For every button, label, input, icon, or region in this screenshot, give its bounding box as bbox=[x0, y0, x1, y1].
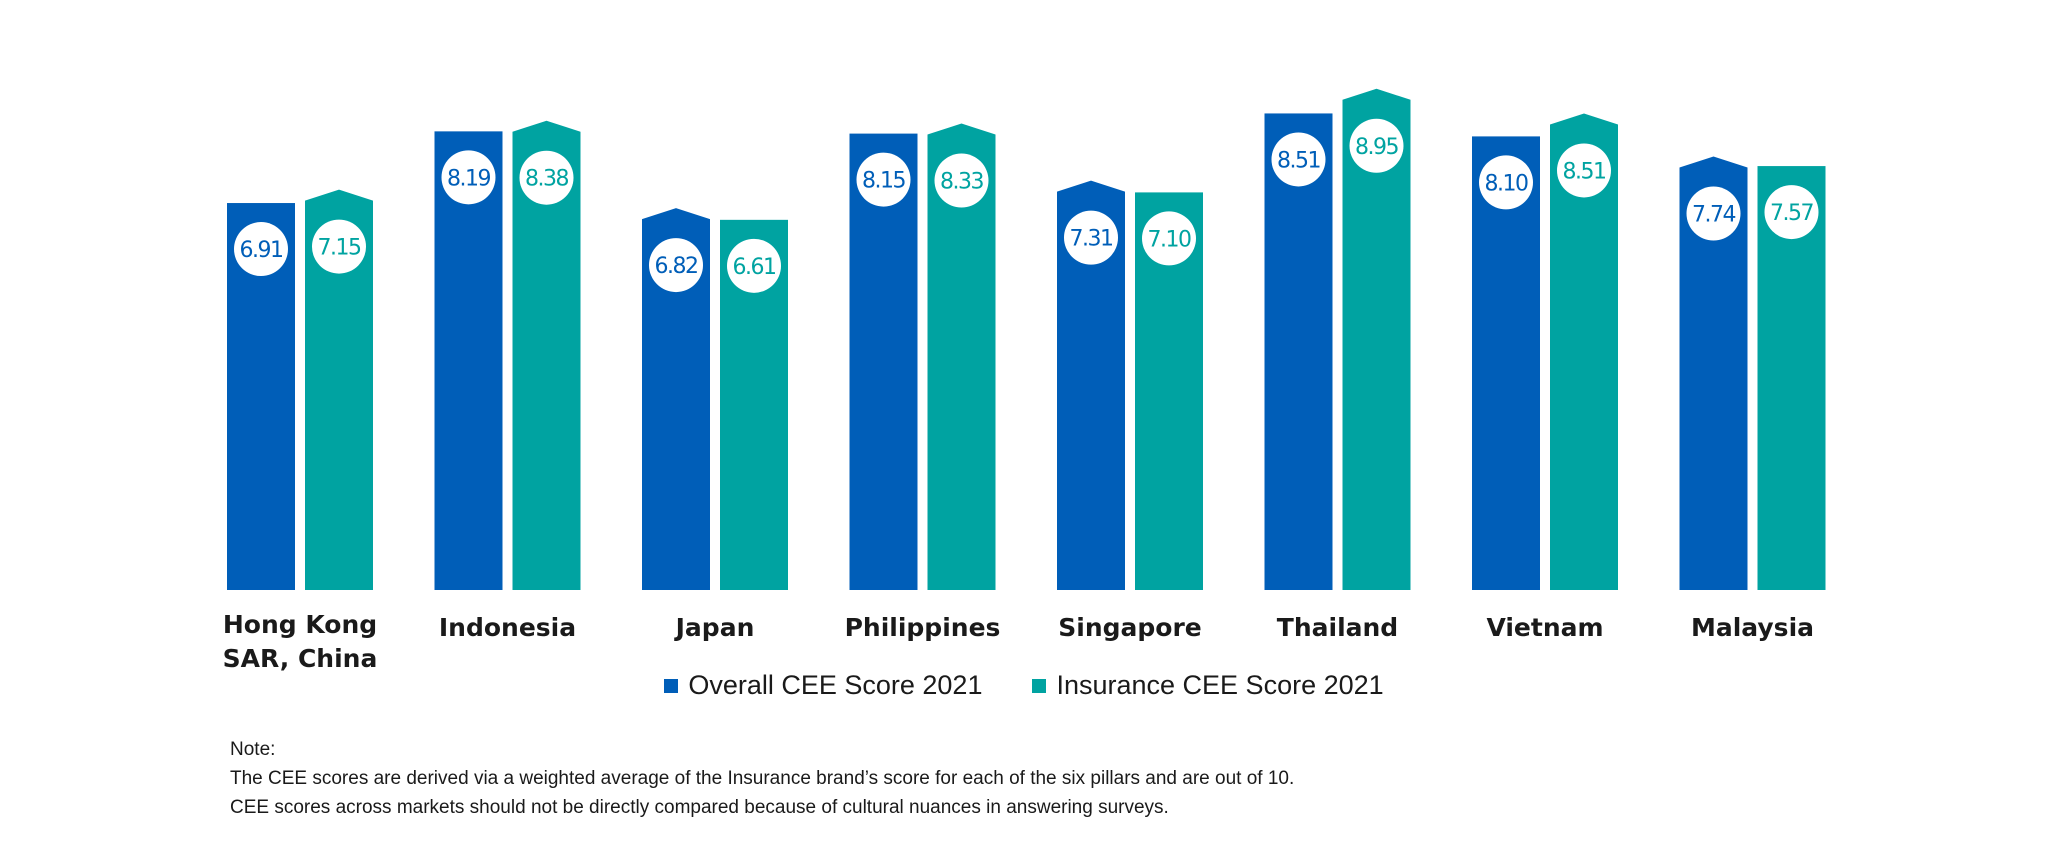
legend-label-insurance: Insurance CEE Score 2021 bbox=[1056, 670, 1384, 700]
note-line-2: CEE scores across markets should not be … bbox=[230, 797, 1169, 818]
value-badge-circle-overall-philippines bbox=[856, 152, 911, 207]
category-label-vietnam: Vietnam bbox=[1486, 613, 1603, 642]
value-badge-overall-singapore: 7.31 bbox=[1064, 210, 1118, 265]
category-label-singapore: Singapore bbox=[1058, 613, 1202, 642]
category-label-thailand: Thailand bbox=[1277, 613, 1398, 642]
value-label-overall-indonesia: 8.19 bbox=[447, 166, 490, 191]
bar-insurance-hong-kong-sar-china bbox=[305, 189, 373, 590]
bar-overall-thailand bbox=[1264, 113, 1333, 590]
value-badge-insurance-philippines: 8.33 bbox=[934, 153, 989, 208]
value-badge-overall-philippines: 8.15 bbox=[856, 152, 911, 207]
category-label-japan: Japan bbox=[674, 613, 755, 642]
value-badge-overall-hong-kong-sar-china: 6.91 bbox=[234, 222, 288, 277]
value-label-insurance-japan: 6.61 bbox=[733, 255, 776, 280]
value-badge-circle-overall-vietnam bbox=[1479, 155, 1533, 210]
bar-insurance-indonesia bbox=[512, 120, 581, 590]
value-label-overall-malaysia: 7.74 bbox=[1692, 203, 1735, 228]
legend: Overall CEE Score 2021 Insurance CEE Sco… bbox=[0, 670, 2048, 701]
value-label-insurance-malaysia: 7.57 bbox=[1770, 201, 1813, 226]
value-badge-circle-insurance-japan bbox=[727, 238, 781, 293]
value-badges-group: 6.91 7.15 8.19 8.38 6.82 6.61 8.15 8.33 7.31 7.10… bbox=[234, 118, 1819, 293]
legend-swatch-overall bbox=[664, 678, 679, 693]
legend-item-insurance: Insurance CEE Score 2021 bbox=[1032, 670, 1384, 701]
category-label-indonesia: Indonesia bbox=[439, 613, 576, 642]
value-badge-circle-insurance-singapore bbox=[1142, 211, 1196, 266]
value-badge-circle-overall-hong-kong-sar-china bbox=[234, 222, 288, 277]
value-badge-insurance-malaysia: 7.57 bbox=[1764, 185, 1819, 240]
value-badge-overall-indonesia: 8.19 bbox=[441, 150, 496, 205]
value-badge-insurance-hong-kong-sar-china: 7.15 bbox=[312, 219, 366, 274]
category-label-hong-kong-sar-china: Hong Kong SAR, China bbox=[223, 610, 378, 673]
bar-overall-malaysia bbox=[1679, 156, 1748, 590]
value-badge-circle-insurance-indonesia bbox=[519, 150, 574, 205]
category-label-malaysia: Malaysia bbox=[1691, 613, 1814, 642]
value-badge-overall-japan: 6.82 bbox=[649, 238, 703, 293]
value-badge-circle-insurance-thailand bbox=[1349, 118, 1404, 173]
value-badge-circle-overall-indonesia bbox=[441, 150, 496, 205]
value-badge-circle-insurance-vietnam bbox=[1557, 143, 1611, 198]
value-badge-circle-insurance-hong-kong-sar-china bbox=[312, 219, 366, 274]
value-label-overall-vietnam: 8.10 bbox=[1485, 171, 1528, 196]
value-badge-circle-insurance-malaysia bbox=[1764, 185, 1819, 240]
value-label-insurance-hong-kong-sar-china: 7.15 bbox=[318, 236, 361, 261]
bar-insurance-thailand bbox=[1342, 88, 1411, 591]
legend-item-overall: Overall CEE Score 2021 bbox=[664, 670, 982, 701]
category-label-philippines: Philippines bbox=[845, 613, 1001, 642]
bar-insurance-vietnam bbox=[1550, 113, 1618, 590]
bar-overall-vietnam bbox=[1472, 136, 1540, 590]
value-badge-insurance-vietnam: 8.51 bbox=[1557, 143, 1611, 198]
bar-insurance-philippines bbox=[927, 123, 996, 591]
bar-overall-japan bbox=[642, 208, 710, 590]
value-label-overall-singapore: 7.31 bbox=[1070, 227, 1113, 252]
value-badge-circle-overall-japan bbox=[649, 238, 703, 293]
note-line-1: The CEE scores are derived via a weighte… bbox=[230, 768, 1295, 789]
value-label-insurance-vietnam: 8.51 bbox=[1563, 159, 1606, 184]
value-badge-circle-overall-singapore bbox=[1064, 210, 1118, 265]
value-badge-insurance-indonesia: 8.38 bbox=[519, 150, 574, 205]
category-labels-group: Hong Kong SAR, China Indonesia Japan Philipp… bbox=[223, 610, 1814, 673]
value-badge-circle-overall-thailand bbox=[1271, 132, 1326, 187]
bars-group bbox=[227, 88, 1826, 591]
value-badge-insurance-japan: 6.61 bbox=[727, 238, 781, 293]
legend-swatch-insurance bbox=[1032, 678, 1047, 693]
value-badge-overall-malaysia: 7.74 bbox=[1686, 186, 1741, 241]
bar-overall-indonesia bbox=[434, 131, 503, 591]
bar-overall-philippines bbox=[849, 133, 918, 590]
value-label-insurance-thailand: 8.95 bbox=[1355, 135, 1398, 160]
value-badge-insurance-singapore: 7.10 bbox=[1142, 211, 1196, 266]
legend-label-overall: Overall CEE Score 2021 bbox=[688, 670, 983, 700]
value-label-insurance-singapore: 7.10 bbox=[1148, 227, 1191, 252]
value-badge-insurance-thailand: 8.95 bbox=[1349, 118, 1404, 173]
value-badge-overall-vietnam: 8.10 bbox=[1479, 155, 1533, 210]
value-badge-overall-thailand: 8.51 bbox=[1271, 132, 1326, 187]
note-heading: Note: bbox=[230, 739, 276, 760]
value-label-insurance-indonesia: 8.38 bbox=[525, 167, 568, 192]
value-label-overall-hong-kong-sar-china: 6.91 bbox=[240, 238, 283, 263]
value-label-overall-philippines: 8.15 bbox=[862, 169, 905, 194]
value-badge-circle-overall-malaysia bbox=[1686, 186, 1741, 241]
value-label-insurance-philippines: 8.33 bbox=[940, 170, 983, 195]
bar-overall-singapore bbox=[1057, 180, 1125, 590]
value-label-overall-thailand: 8.51 bbox=[1277, 148, 1320, 173]
chart-note: Note: The CEE scores are derived via a w… bbox=[230, 735, 1294, 822]
value-badge-circle-insurance-philippines bbox=[934, 153, 989, 208]
value-label-overall-japan: 6.82 bbox=[655, 254, 698, 279]
